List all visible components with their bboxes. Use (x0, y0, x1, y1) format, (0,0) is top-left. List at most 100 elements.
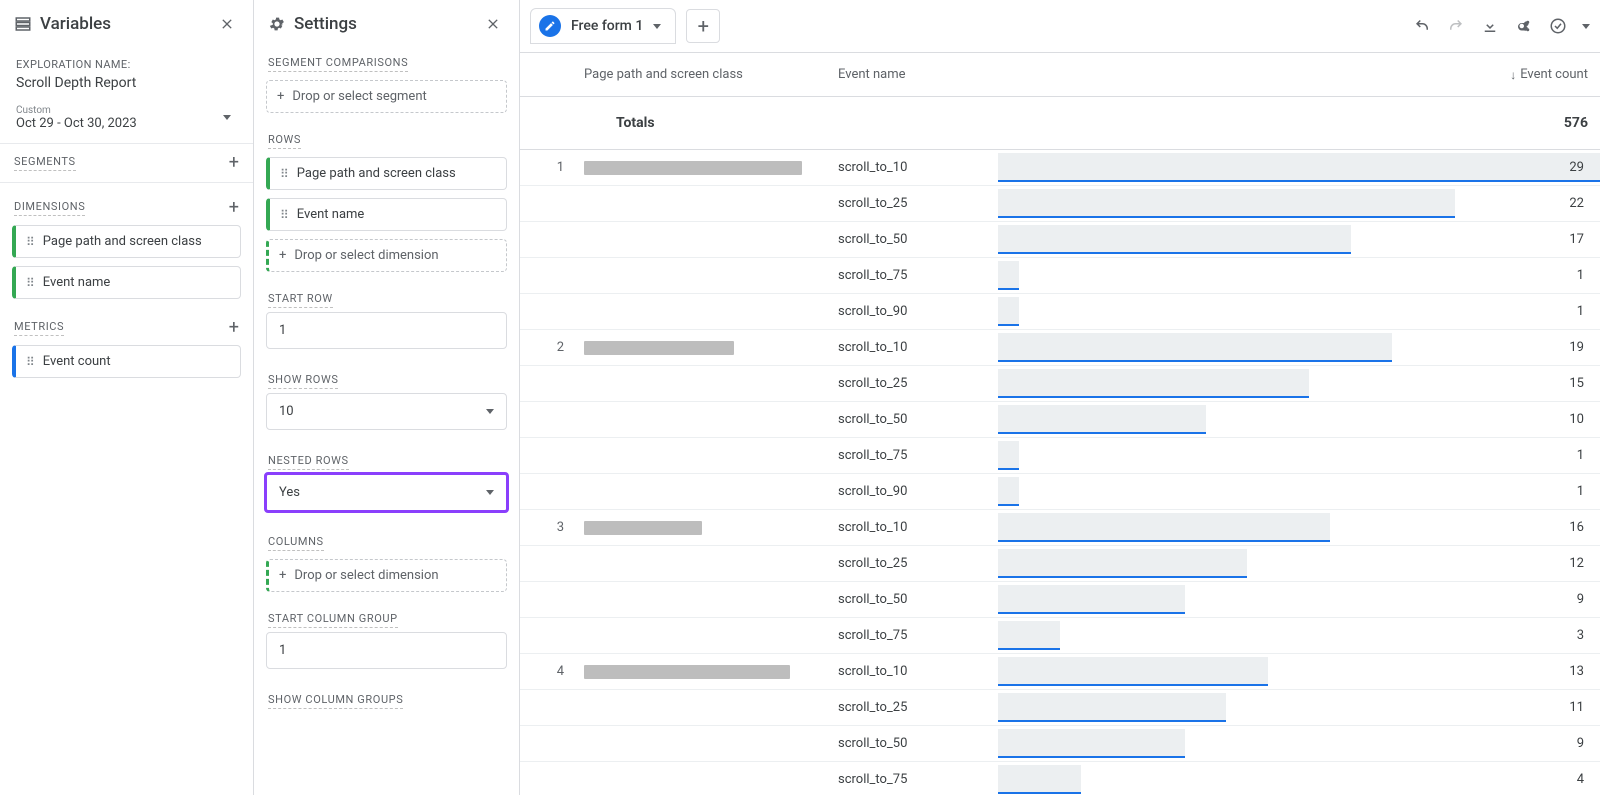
table-row[interactable]: 3scroll_to_1016 (520, 510, 1600, 546)
table-row[interactable]: 2scroll_to_1019 (520, 330, 1600, 366)
row-event-name: scroll_to_75 (838, 772, 998, 787)
rows-label: ROWS (268, 133, 301, 149)
row-event-name: scroll_to_25 (838, 700, 998, 715)
segment-comparisons-label: SEGMENT COMPARISONS (268, 56, 408, 72)
row-event-count: 29 (998, 150, 1600, 185)
plus-icon: + (277, 89, 284, 104)
undo-icon[interactable] (1412, 16, 1432, 36)
nested-rows-value: Yes (279, 485, 300, 500)
table-row[interactable]: scroll_to_2522 (520, 186, 1600, 222)
add-segment-button[interactable]: + (229, 154, 239, 172)
close-variables-icon[interactable] (217, 14, 237, 34)
show-column-groups-label: SHOW COLUMN GROUPS (268, 693, 403, 709)
row-event-name: scroll_to_10 (838, 520, 998, 535)
insights-icon[interactable] (1548, 16, 1568, 36)
drag-handle-icon: ⠿ (280, 208, 289, 222)
dimensions-label: DIMENSIONS (14, 200, 85, 216)
row-page-path (578, 341, 838, 355)
redo-icon[interactable] (1446, 16, 1466, 36)
header-page-path[interactable]: Page path and screen class (578, 67, 838, 82)
drag-handle-icon: ⠿ (26, 235, 35, 249)
add-tab-button[interactable]: + (686, 9, 720, 43)
totals-label: Totals (578, 115, 838, 131)
table-row[interactable]: scroll_to_2511 (520, 690, 1600, 726)
table-row[interactable]: 4scroll_to_1013 (520, 654, 1600, 690)
variables-title: Variables (40, 14, 111, 34)
table-row[interactable]: scroll_to_509 (520, 582, 1600, 618)
table-row[interactable]: scroll_to_5010 (520, 402, 1600, 438)
row-event-name: scroll_to_25 (838, 196, 998, 211)
drag-handle-icon: ⠿ (26, 355, 35, 369)
table-row[interactable]: scroll_to_753 (520, 618, 1600, 654)
nested-rows-select[interactable]: Yes (266, 474, 507, 511)
drag-handle-icon: ⠿ (280, 167, 289, 181)
share-icon[interactable] (1514, 16, 1534, 36)
report-panel: Free form 1 + Page path and screen class… (520, 0, 1600, 795)
report-tabbar: Free form 1 + (520, 0, 1600, 53)
row-event-count: 9 (998, 726, 1600, 761)
row-event-count: 19 (998, 330, 1600, 365)
exploration-name-label: EXPLORATION NAME: (16, 58, 237, 71)
settings-panel: Settings SEGMENT COMPARISONS + Drop or s… (254, 0, 520, 795)
table-row[interactable]: scroll_to_2512 (520, 546, 1600, 582)
totals-row: Totals 576 (520, 97, 1600, 150)
metric-chip-event-count[interactable]: ⠿ Event count (12, 345, 241, 378)
drop-column-dimension-zone[interactable]: + Drop or select dimension (266, 559, 507, 592)
drop-segment-label: Drop or select segment (292, 89, 426, 104)
table-row[interactable]: scroll_to_751 (520, 258, 1600, 294)
drag-handle-icon: ⠿ (26, 276, 35, 290)
table-row[interactable]: scroll_to_5017 (520, 222, 1600, 258)
add-metric-button[interactable]: + (229, 319, 239, 337)
start-row-input[interactable]: 1 (266, 312, 507, 349)
variables-header: Variables (0, 0, 253, 46)
chevron-down-icon (223, 115, 231, 120)
add-dimension-button[interactable]: + (229, 199, 239, 217)
date-range-custom-label: Custom (16, 105, 237, 116)
row-chip-label: Event name (297, 207, 365, 222)
row-event-name: scroll_to_50 (838, 412, 998, 427)
row-chip-page-path[interactable]: ⠿ Page path and screen class (266, 157, 507, 190)
drop-segment-zone[interactable]: + Drop or select segment (266, 80, 507, 113)
table-row[interactable]: scroll_to_901 (520, 294, 1600, 330)
report-toolbar (1412, 16, 1590, 36)
dimension-chip-page-path[interactable]: ⠿ Page path and screen class (12, 225, 241, 258)
columns-label: COLUMNS (268, 535, 324, 551)
settings-gear-icon (268, 15, 286, 33)
row-event-count: 12 (998, 546, 1600, 581)
dimension-chip-event-name[interactable]: ⠿ Event name (12, 266, 241, 299)
table-row[interactable]: 1scroll_to_1029 (520, 150, 1600, 186)
header-event-count[interactable]: ↓ Event count (998, 67, 1600, 82)
close-settings-icon[interactable] (483, 14, 503, 34)
chevron-down-icon (1582, 24, 1590, 29)
table-row[interactable]: scroll_to_901 (520, 474, 1600, 510)
start-column-group-input[interactable]: 1 (266, 632, 507, 669)
drop-row-dimension-zone[interactable]: + Drop or select dimension (266, 239, 507, 272)
edit-tab-icon (539, 15, 561, 37)
row-event-count: 10 (998, 402, 1600, 437)
show-rows-select[interactable]: 10 (266, 393, 507, 430)
report-table: Page path and screen class Event name ↓ … (520, 53, 1600, 795)
table-row[interactable]: scroll_to_754 (520, 762, 1600, 795)
report-tab-freeform[interactable]: Free form 1 (530, 8, 676, 44)
exploration-name-block[interactable]: EXPLORATION NAME: Scroll Depth Report (0, 46, 253, 101)
table-row[interactable]: scroll_to_751 (520, 438, 1600, 474)
row-event-name: scroll_to_75 (838, 628, 998, 643)
row-event-name: scroll_to_25 (838, 556, 998, 571)
row-event-count: 17 (998, 222, 1600, 257)
start-column-group-label: START COLUMN GROUP (268, 612, 398, 628)
row-event-count: 1 (998, 438, 1600, 473)
row-chip-event-name[interactable]: ⠿ Event name (266, 198, 507, 231)
row-event-name: scroll_to_90 (838, 304, 998, 319)
show-rows-value: 10 (279, 404, 294, 419)
row-event-count: 9 (998, 582, 1600, 617)
table-row[interactable]: scroll_to_509 (520, 726, 1600, 762)
download-icon[interactable] (1480, 16, 1500, 36)
row-event-count: 15 (998, 366, 1600, 401)
date-range-picker[interactable]: Custom Oct 29 - Oct 30, 2023 (0, 101, 253, 144)
dimension-chip-label: Event name (43, 275, 111, 290)
plus-icon: + (279, 568, 286, 583)
row-page-path (578, 665, 838, 679)
header-event-name[interactable]: Event name (838, 67, 998, 82)
row-event-name: scroll_to_75 (838, 268, 998, 283)
table-row[interactable]: scroll_to_2515 (520, 366, 1600, 402)
